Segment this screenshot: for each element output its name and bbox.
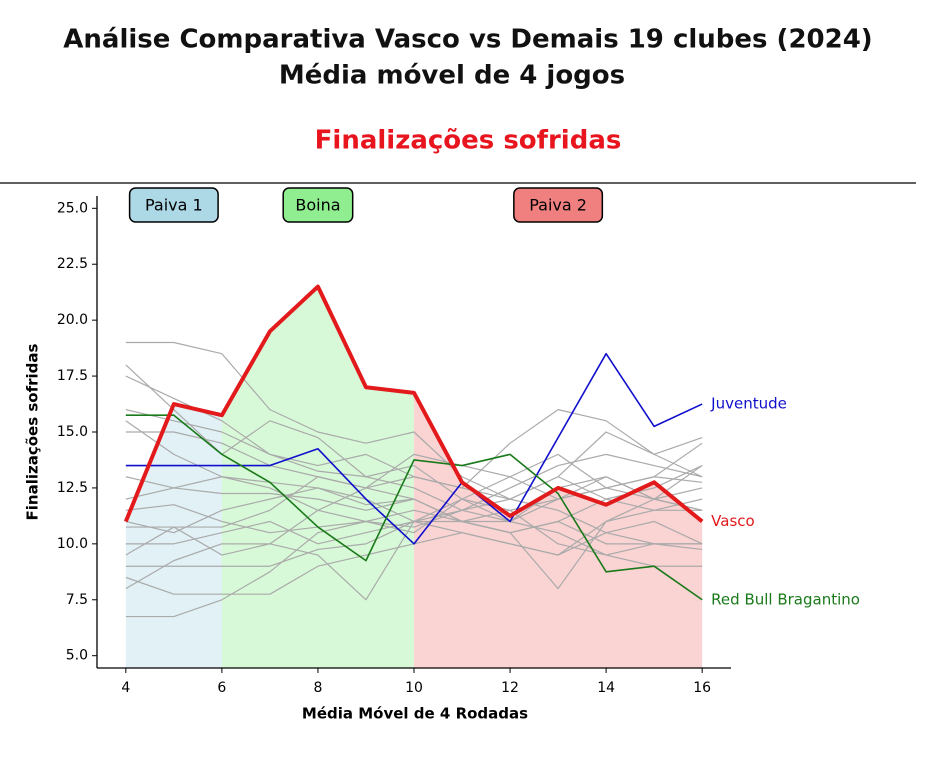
background-line (125, 431, 703, 500)
x-tick-label: 8 (313, 680, 322, 696)
x-tick-label: 4 (121, 680, 130, 696)
x-tick-label: 6 (217, 680, 226, 696)
y-tick-label: 22.5 (57, 256, 88, 272)
series-line (125, 352, 703, 545)
x-tick-label: 14 (597, 680, 615, 696)
y-tick-label: 17.5 (57, 368, 88, 384)
background-line (125, 465, 703, 528)
background-line (125, 409, 703, 511)
period-box (128, 187, 219, 223)
period-shade (125, 404, 222, 668)
y-tick-label: 7.5 (66, 592, 88, 608)
chart-subtitle: Média móvel de 4 jogos (279, 61, 625, 91)
x-tick-label: 16 (693, 680, 711, 696)
background-line (125, 487, 703, 618)
x-axis-label: Média Móvel de 4 Rodadas (302, 705, 528, 723)
background-line (125, 520, 703, 601)
y-axis-label: Finalizações sofridas (24, 343, 42, 520)
y-tick-label: 25.0 (57, 200, 88, 216)
series-label: Red Bull Bragantino (711, 590, 860, 608)
y-tick-label: 5.0 (66, 648, 88, 664)
highlight-line (123, 284, 704, 524)
y-tick-label: 10.0 (57, 536, 88, 552)
series-label: Vasco (711, 512, 755, 530)
x-tick-label: 12 (501, 680, 519, 696)
period-box (282, 187, 354, 223)
period-label: Paiva 2 (529, 196, 587, 215)
period-box (513, 187, 604, 223)
y-tick-label: 12.5 (57, 480, 88, 496)
series-label: Juventude (710, 395, 787, 413)
period-label: Boina (295, 196, 340, 215)
x-tick-label: 10 (405, 680, 423, 696)
panel-title: Finalizações sofridas (315, 126, 622, 156)
period-label: Paiva 1 (145, 196, 203, 215)
chart-title: Análise Comparativa Vasco vs Demais 19 c… (63, 25, 872, 55)
period-shade (414, 392, 703, 668)
series-line (125, 414, 703, 601)
background-line (125, 375, 703, 489)
y-tick-label: 15.0 (57, 424, 88, 440)
y-tick-label: 20.0 (57, 312, 88, 328)
